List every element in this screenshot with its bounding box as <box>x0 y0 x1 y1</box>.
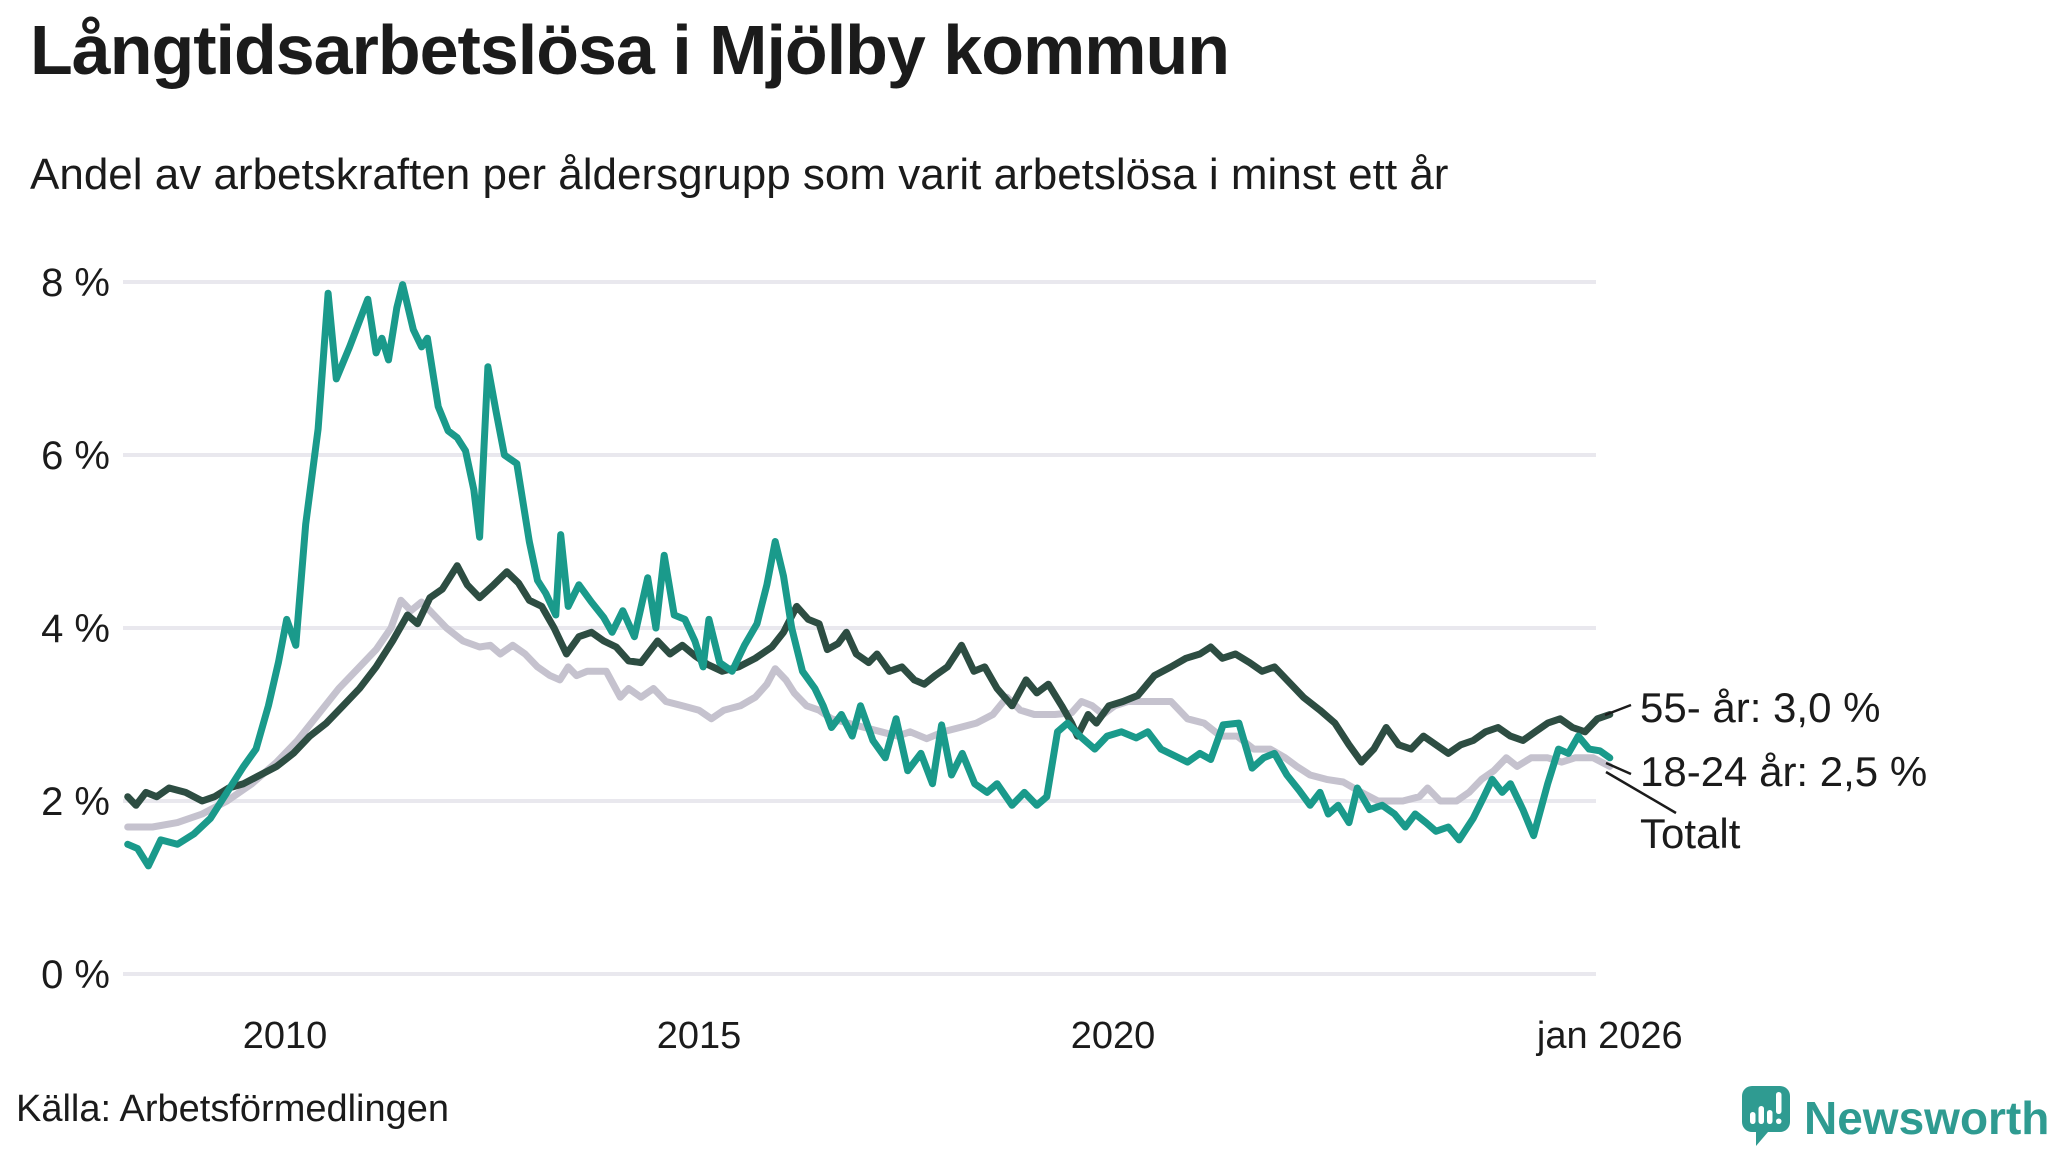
newsworthy-icon <box>1742 1086 1790 1146</box>
series-line-totalt <box>124 596 1614 831</box>
series-lines <box>124 281 1614 870</box>
annotation-leader-line <box>1605 770 1677 815</box>
y-tick-label: 6 % <box>41 434 110 478</box>
series-end-label: Totalt <box>1640 810 1741 857</box>
source-note: Källa: Arbetsförmedlingen <box>16 1088 450 1130</box>
series-end-label: 55- år: 3,0 % <box>1640 684 1880 731</box>
newsworthy-logo: Newsworthy <box>1742 1086 2048 1150</box>
x-tick-label: 2010 <box>243 1015 328 1057</box>
x-tick-label: jan 2026 <box>1536 1015 1683 1057</box>
annotation-leader-line <box>1605 761 1632 776</box>
chart-title: Långtidsarbetslösa i Mjölby kommun <box>30 11 1230 89</box>
series-line-18-24-r <box>124 281 1614 870</box>
newsworthy-wordmark: Newsworthy <box>1804 1092 2048 1144</box>
y-tick-label: 4 % <box>41 607 110 651</box>
y-axis-labels: 0 % 2 % 4 % 6 % 8 % <box>41 261 110 997</box>
y-tick-label: 0 % <box>41 953 110 997</box>
y-tick-label: 2 % <box>41 780 110 824</box>
annotation-leader-line <box>1604 703 1632 717</box>
gridlines <box>123 280 1596 976</box>
x-tick-label: 2020 <box>1071 1015 1156 1057</box>
series-end-annotations: 55- år: 3,0 % 18-24 år: 2,5 % Totalt <box>1604 684 1927 857</box>
series-end-label: 18-24 år: 2,5 % <box>1640 748 1927 795</box>
x-axis-labels: 2010 2015 2020 jan 2026 <box>243 1015 1683 1057</box>
x-tick-label: 2015 <box>657 1015 742 1057</box>
series-line-55-r <box>124 562 1614 809</box>
y-tick-label: 8 % <box>41 261 110 305</box>
chart-subtitle: Andel av arbetskraften per åldersgrupp s… <box>30 150 1449 199</box>
